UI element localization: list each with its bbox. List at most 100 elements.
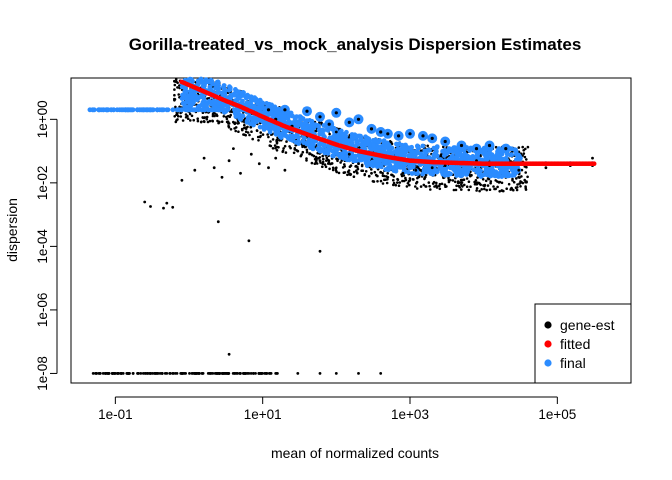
gene-est-cloud-point — [174, 105, 177, 109]
final-cloud-point — [251, 103, 257, 109]
gene-est-cloud-point — [189, 119, 192, 122]
gene-est-cloud-point — [356, 165, 359, 169]
gene-est-cloud-point — [394, 183, 398, 187]
final-cloud-point — [257, 124, 263, 130]
final-cloud-point — [369, 160, 375, 166]
final-cloud-point — [309, 118, 315, 124]
gene-est-cloud-point — [465, 177, 469, 180]
final-cloud-point — [307, 138, 313, 144]
final-cloud-point — [463, 171, 469, 177]
gene-est-cloud-point — [515, 188, 519, 192]
gene-est-point — [386, 175, 390, 179]
gene-est-zero-point — [146, 372, 150, 375]
final-cloud-point — [309, 128, 315, 134]
gene-est-cloud-point — [211, 114, 215, 118]
gene-est-cloud-point — [447, 178, 451, 182]
final-cloud-point — [342, 149, 347, 155]
final-cloud-point — [341, 134, 347, 139]
gene-est-zero-point — [257, 372, 261, 375]
final-cloud-point — [214, 81, 220, 86]
gene-est-zero-point — [115, 372, 119, 375]
final-cloud-point — [504, 170, 510, 176]
final-cloud-point — [302, 120, 308, 126]
gene-est-point — [517, 168, 521, 172]
gene-est-cloud-point — [335, 170, 339, 174]
gene-est-cloud-point — [323, 163, 327, 166]
gene-est-cloud-point — [339, 161, 342, 164]
gene-est-outlier-point — [487, 143, 492, 148]
gene-est-point — [249, 152, 253, 156]
gene-est-cloud-point — [523, 178, 526, 182]
final-cloud-point — [200, 102, 206, 108]
gene-est-cloud-point — [293, 148, 297, 151]
gene-est-cloud-point — [460, 183, 463, 187]
final-cloud-point — [283, 133, 289, 139]
gene-est-cloud-point — [360, 163, 364, 167]
final-cloud-point — [296, 139, 301, 144]
gene-est-cloud-point — [343, 163, 346, 166]
gene-est-cloud-point — [437, 184, 441, 188]
gene-est-zero-point — [153, 372, 157, 375]
final-cloud-point — [433, 168, 439, 174]
y-tick-label: 1e-04 — [35, 229, 50, 264]
final-cloud-point — [450, 166, 456, 171]
final-cloud-point — [425, 147, 431, 153]
gene-est-cloud-point — [190, 114, 194, 118]
gene-est-cloud-point — [465, 185, 469, 188]
gene-est-zero-point — [193, 372, 197, 375]
gene-est-cloud-point — [173, 93, 176, 97]
final-cloud-point — [247, 114, 253, 120]
gene-est-cloud-point — [483, 183, 487, 187]
fitted-point — [591, 161, 597, 166]
final-cloud-point — [491, 169, 497, 175]
gene-est-cloud-point — [177, 93, 180, 96]
gene-est-cloud-point — [383, 178, 386, 182]
gene-est-cloud-point — [523, 155, 527, 159]
gene-est-cloud-point — [283, 144, 287, 148]
final-cloud-point — [221, 84, 226, 90]
gene-est-point — [143, 200, 147, 204]
final-cloud-point — [190, 92, 196, 98]
gene-est-cloud-point — [329, 162, 332, 166]
legend: gene-est fitted final — [534, 303, 632, 384]
gene-est-cloud-point — [484, 179, 488, 183]
gene-est-cloud-point — [202, 116, 206, 120]
gene-est-cloud-point — [243, 123, 246, 127]
final-cloud-point — [184, 96, 190, 102]
final-cloud-point — [353, 158, 359, 163]
gene-est-cloud-point — [385, 181, 389, 185]
final-capped-point — [124, 107, 130, 113]
gene-est-zero-point — [206, 372, 210, 375]
final-cloud-point — [407, 165, 413, 171]
gene-est-cloud-point — [300, 153, 303, 156]
final-capped-point — [222, 107, 227, 113]
gene-est-cloud-point — [517, 146, 521, 149]
gene-est-cloud-point — [524, 188, 528, 191]
x-axis-label: mean of normalized counts — [271, 445, 439, 461]
gene-est-cloud-point — [415, 180, 419, 184]
gene-est-zero-point — [173, 372, 177, 375]
gene-est-cloud-point — [321, 162, 325, 165]
gene-est-cloud-point — [454, 188, 458, 192]
gene-est-cloud-point — [244, 127, 248, 130]
gene-est-point — [257, 162, 261, 166]
final-cloud-point — [497, 171, 502, 176]
gene-est-zero-point — [221, 372, 225, 375]
final-cloud-point — [480, 172, 486, 178]
gene-est-cloud-point — [282, 147, 285, 150]
gene-est-cloud-point — [479, 183, 483, 187]
gene-est-cloud-point — [211, 112, 215, 116]
gene-est-outlier-point — [443, 139, 447, 144]
gene-est-zero-point — [111, 372, 114, 375]
gene-est-cloud-point — [273, 144, 277, 147]
gene-est-cloud-point — [269, 140, 272, 143]
gene-est-cloud-point — [206, 120, 210, 124]
gene-est-cloud-point — [371, 180, 375, 183]
final-cloud-point — [440, 166, 446, 172]
gene-est-cloud-point — [275, 142, 279, 145]
legend-swatch — [544, 340, 552, 348]
gene-est-cloud-point — [440, 182, 444, 186]
gene-est-cloud-point — [452, 188, 456, 192]
gene-est-cloud-point — [415, 187, 419, 190]
gene-est-cloud-point — [525, 158, 528, 161]
